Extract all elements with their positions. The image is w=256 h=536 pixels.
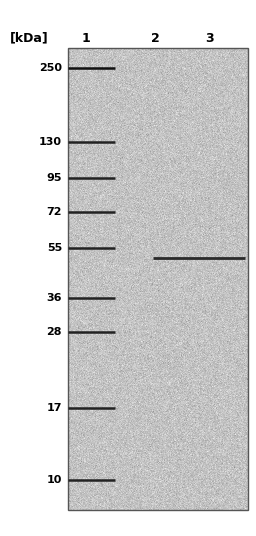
Text: 95: 95 <box>47 173 62 183</box>
Text: [kDa]: [kDa] <box>10 32 49 44</box>
Text: 17: 17 <box>47 403 62 413</box>
Text: 28: 28 <box>47 327 62 337</box>
Text: 130: 130 <box>39 137 62 147</box>
Text: 2: 2 <box>151 32 159 44</box>
Text: 250: 250 <box>39 63 62 73</box>
Text: 1: 1 <box>82 32 90 44</box>
Bar <box>68 48 248 510</box>
Text: 10: 10 <box>47 475 62 485</box>
Text: 3: 3 <box>206 32 214 44</box>
Text: 36: 36 <box>47 293 62 303</box>
Text: 55: 55 <box>47 243 62 253</box>
Text: 72: 72 <box>47 207 62 217</box>
